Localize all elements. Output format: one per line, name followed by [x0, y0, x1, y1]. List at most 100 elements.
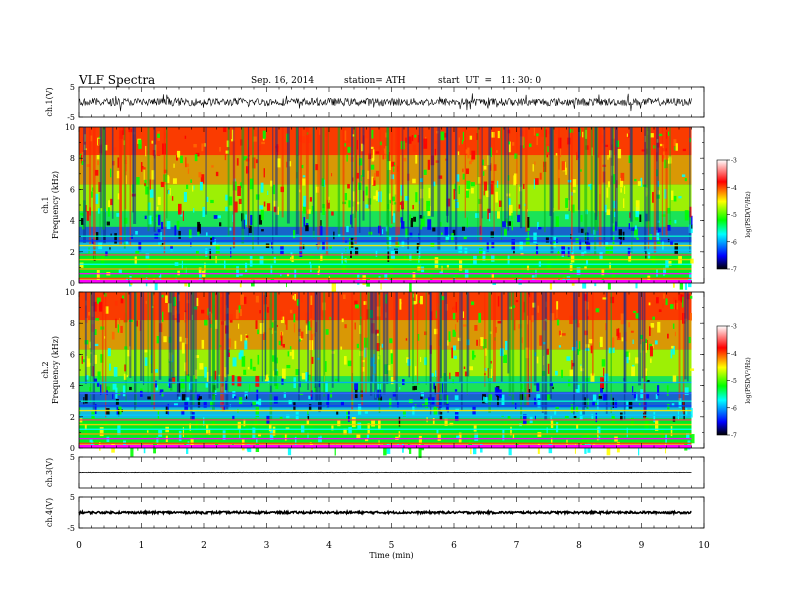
spectrogram-speckle — [559, 148, 562, 158]
spectrogram-speckle — [268, 424, 272, 432]
spectrogram-speckle — [344, 324, 347, 329]
spectrogram-speckle — [687, 440, 691, 450]
spectrogram-speckle — [571, 360, 573, 370]
spectrogram-speckle — [257, 354, 260, 365]
spectrogram-streak — [689, 127, 691, 252]
spectrogram-speckle — [558, 345, 561, 348]
spectrogram-speckle — [645, 370, 648, 382]
spectrogram-speckle — [540, 127, 544, 137]
spectrogram-speckle — [580, 365, 582, 372]
spectrogram-streak — [550, 127, 554, 254]
spectrogram-speckle — [518, 204, 521, 209]
x-axis-label: Time (min) — [369, 551, 413, 560]
spectrogram-speckle — [231, 375, 235, 386]
spectrogram-speckle — [178, 430, 182, 442]
spectrogram-streak — [508, 292, 512, 396]
spectrogram-streak — [644, 292, 646, 414]
spectrogram-streak — [92, 292, 96, 410]
spectrogram-speckle — [530, 315, 534, 323]
spectrogram-streak — [318, 292, 321, 413]
spectrogram-speckle — [86, 358, 90, 367]
spectrogram-speckle — [457, 151, 460, 156]
x-tick-label: 9 — [639, 541, 645, 551]
spectrogram-speckle — [635, 210, 640, 218]
spectrogram-speckle — [239, 282, 242, 288]
spectrogram-speckle — [305, 325, 309, 334]
spectrogram-speckle — [296, 299, 300, 306]
spectrogram-speckle — [402, 411, 406, 417]
spectrogram-speckle — [169, 188, 171, 196]
spectrogram-speckle — [552, 240, 556, 244]
narrowband-line — [79, 414, 692, 416]
spectrogram-speckle — [537, 399, 541, 408]
spectrogram-speckle — [583, 294, 587, 301]
spectrogram-speckle — [683, 409, 685, 420]
spectrogram-speckle — [107, 207, 110, 217]
spectrogram-speckle — [528, 143, 532, 148]
spectrogram-speckle — [502, 221, 506, 228]
spectrogram-speckle — [654, 340, 658, 345]
spectrogram-streak — [549, 292, 552, 399]
spectrogram-speckle — [354, 300, 358, 305]
spectrogram-speckle — [273, 206, 277, 213]
spectrogram-speckle — [210, 237, 213, 246]
spectrogram-speckle — [628, 223, 630, 230]
spectrogram-speckle — [447, 340, 449, 346]
spectrogram-speckle — [572, 179, 577, 187]
spectrogram-streak — [425, 292, 427, 385]
spectrogram-speckle — [443, 132, 447, 138]
spectrogram-speckle — [392, 432, 396, 441]
spectrogram-speckle — [394, 202, 397, 205]
spectrogram-streak — [368, 127, 370, 209]
spectrogram-streak — [142, 292, 145, 385]
spectrogram-speckle — [155, 380, 157, 388]
spectrogram-speckle — [157, 410, 160, 419]
spectrogram-speckle — [281, 378, 284, 385]
spectrogram-speckle — [412, 178, 416, 184]
spectrogram-streak — [459, 292, 461, 382]
spectrogram-speckle — [650, 322, 655, 328]
spectrogram-speckle — [496, 150, 498, 153]
spectrogram-speckle — [355, 304, 359, 309]
x-tick-label: 3 — [264, 541, 270, 551]
spectrogram-speckle — [89, 439, 93, 443]
spectrogram-speckle — [243, 419, 246, 427]
spectrogram-speckle — [561, 333, 566, 336]
spectrogram-speckle — [400, 217, 403, 223]
spectrogram-streak — [430, 127, 434, 217]
spectrogram-speckle — [280, 310, 283, 321]
spectrogram-streak — [153, 292, 156, 410]
spectrogram-speckle — [387, 365, 391, 371]
spectrogram-speckle — [432, 418, 435, 425]
spectrogram-speckle — [149, 179, 151, 190]
spectrogram-speckle — [182, 427, 184, 438]
y-tick-label: 5 — [70, 83, 75, 92]
spectrogram-speckle — [434, 257, 439, 268]
spectrogram-streak — [208, 292, 211, 399]
spectrogram-streak — [315, 292, 319, 402]
channel-label: ch.1 — [41, 196, 50, 213]
spectrogram-speckle — [510, 426, 512, 436]
spectrogram-speckle — [535, 244, 539, 255]
spectrogram-speckle — [601, 269, 605, 276]
spectrogram-streak — [378, 292, 381, 413]
spectrogram-speckle — [670, 190, 674, 201]
spectrogram-streak — [275, 127, 278, 236]
spectrogram-streak — [312, 127, 315, 231]
spectrogram-speckle — [199, 363, 204, 370]
spectrogram-streak — [296, 127, 299, 211]
spectrogram-speckle — [620, 313, 625, 325]
spectrogram-speckle — [357, 274, 360, 285]
spectrogram-speckle — [390, 310, 395, 320]
spectrogram-speckle — [671, 261, 675, 264]
spectrogram-speckle — [388, 193, 391, 200]
spectrogram-speckle — [163, 169, 168, 174]
spectrogram-speckle — [365, 128, 369, 139]
spectrogram-speckle — [165, 295, 168, 303]
spectrogram-speckle — [204, 366, 207, 378]
spectrogram-speckle — [465, 168, 469, 175]
spectrogram-speckle — [561, 246, 565, 250]
spectrogram-speckle — [604, 204, 607, 213]
spectrogram-speckle — [328, 276, 331, 284]
spectrogram-speckle — [370, 146, 374, 149]
